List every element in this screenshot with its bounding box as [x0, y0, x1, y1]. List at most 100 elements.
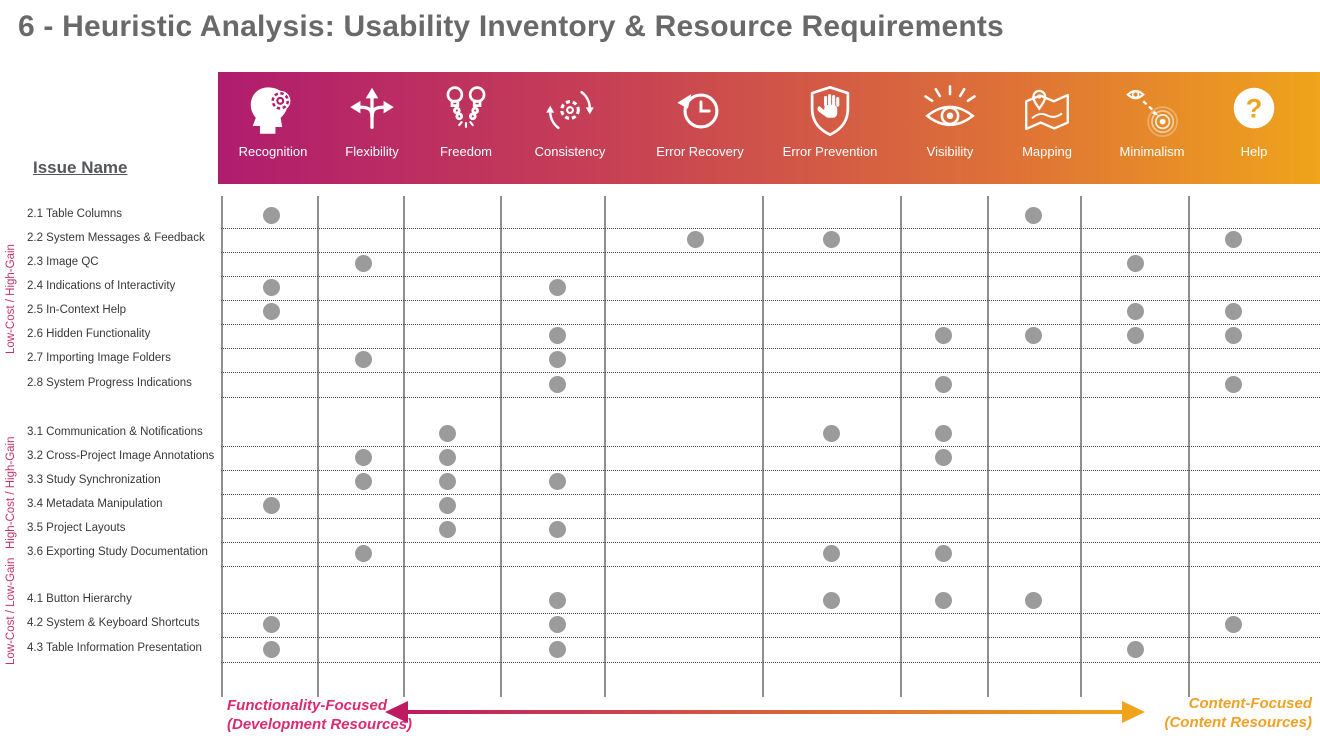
minimalism-icon: [1092, 80, 1212, 142]
matrix-dot: [1024, 206, 1042, 224]
recognition-icon: [213, 80, 333, 142]
matrix-dot: [1126, 302, 1144, 320]
matrix-dot: [934, 375, 952, 393]
column-header-error-recovery: Error Recovery: [640, 80, 760, 159]
matrix-dot: [548, 591, 566, 609]
matrix-dot: [1126, 254, 1144, 272]
matrix-dot: [934, 544, 952, 562]
matrix-dot: [548, 640, 566, 658]
row-dotted-line: [221, 566, 1320, 567]
visibility-icon: [890, 80, 1010, 142]
mapping-icon: [987, 80, 1107, 142]
row-label: 3.1 Communication & Notifications: [27, 426, 203, 438]
matrix-dot: [1224, 326, 1242, 344]
group-label-low-cost-low-gain: Low-Cost / Low-Gain: [5, 557, 17, 665]
matrix-dot: [686, 230, 704, 248]
error-recovery-icon: [640, 80, 760, 142]
column-header-mapping: Mapping: [987, 80, 1107, 159]
row-dotted-line: [221, 372, 1320, 373]
functionality-focused-line2: (Development Resources): [227, 715, 413, 733]
column-label: Error Recovery: [656, 144, 744, 159]
row-label: 2.6 Hidden Functionality: [27, 328, 151, 340]
row-label: 4.2 System & Keyboard Shortcuts: [27, 617, 200, 629]
slide-title: 6 - Heuristic Analysis: Usability Invent…: [18, 10, 1004, 43]
row-label: 3.5 Project Layouts: [27, 522, 126, 534]
freedom-icon: [406, 80, 526, 142]
matrix-dot: [1224, 615, 1242, 633]
row-dotted-line: [221, 276, 1320, 277]
matrix-dot: [438, 472, 456, 490]
content-focused-caption: Content-Focused (Content Resources): [1078, 695, 1312, 732]
column-header-consistency: Consistency: [510, 80, 630, 159]
row-dotted-line: [221, 300, 1320, 301]
column-label: Consistency: [534, 144, 606, 159]
column-label: Mapping: [1022, 144, 1072, 159]
row-dotted-line: [221, 542, 1320, 543]
matrix-dot: [354, 544, 372, 562]
content-focused-line2: (Content Resources): [1164, 713, 1312, 731]
row-dotted-line: [221, 446, 1320, 447]
matrix-dot: [262, 640, 280, 658]
matrix-dot: [262, 278, 280, 296]
row-label: 3.2 Cross-Project Image Annotations: [27, 450, 215, 462]
group-label-low-cost-high-gain: Low-Cost / High-Gain: [5, 244, 17, 355]
column-label: Recognition: [238, 144, 308, 159]
matrix-dot: [1126, 640, 1144, 658]
column-header-visibility: Visibility: [890, 80, 1010, 159]
row-label: 2.1 Table Columns: [27, 208, 123, 220]
row-label: 3.6 Exporting Study Documentation: [27, 546, 208, 558]
matrix-dot: [1024, 326, 1042, 344]
row-dotted-line: [221, 518, 1320, 519]
row-label: 4.1 Button Hierarchy: [27, 593, 132, 605]
row-dotted-line: [221, 494, 1320, 495]
matrix-dot: [548, 520, 566, 538]
column-label: Minimalism: [1119, 144, 1185, 159]
row-label: 2.8 System Progress Indications: [27, 377, 192, 389]
matrix-dot: [1224, 302, 1242, 320]
matrix-dot: [548, 278, 566, 296]
matrix-dot: [354, 448, 372, 466]
row-dotted-line: [221, 348, 1320, 349]
matrix-dot: [1224, 230, 1242, 248]
matrix-dot: [934, 448, 952, 466]
arrow-right-head-icon: [1122, 701, 1145, 723]
row-dotted-line: [221, 613, 1320, 614]
error-prevention-icon: [770, 80, 890, 142]
column-label: Freedom: [439, 144, 493, 159]
matrix-dot: [934, 424, 952, 442]
column-header-minimalism: Minimalism: [1092, 80, 1212, 159]
row-label: 3.3 Study Synchronization: [27, 474, 161, 486]
row-label: 3.4 Metadata Manipulation: [27, 498, 163, 510]
row-dotted-line: [221, 637, 1320, 638]
column-label: Flexibility: [345, 144, 399, 159]
matrix-dot: [438, 448, 456, 466]
row-label: 2.7 Importing Image Folders: [27, 352, 171, 364]
column-header-freedom: Freedom: [406, 80, 526, 159]
functionality-focused-line1: Functionality-Focused: [227, 697, 388, 714]
matrix-dot: [262, 302, 280, 320]
row-dotted-line: [221, 470, 1320, 471]
svg-text:?: ?: [1246, 93, 1263, 123]
matrix-dot: [548, 350, 566, 368]
matrix-dot: [548, 472, 566, 490]
column-label: Help: [1240, 144, 1268, 159]
column-header-recognition: Recognition: [213, 80, 333, 159]
matrix-dot: [822, 230, 840, 248]
matrix-dot: [354, 472, 372, 490]
resource-spectrum-arrow: [406, 710, 1124, 714]
matrix-dot: [438, 424, 456, 442]
column-label: Visibility: [926, 144, 974, 159]
matrix-dot: [438, 520, 456, 538]
help-icon: ?: [1194, 80, 1314, 142]
matrix-dot: [262, 496, 280, 514]
matrix-dot: [438, 496, 456, 514]
column-header-flexibility: Flexibility: [312, 80, 432, 159]
issue-name-header: Issue Name: [33, 158, 128, 177]
row-label: 4.3 Table Information Presentation: [27, 642, 202, 654]
content-focused-line1: Content-Focused: [1188, 695, 1312, 712]
matrix-dot: [354, 350, 372, 368]
matrix-dot: [354, 254, 372, 272]
row-label: 2.3 Image QC: [27, 256, 99, 268]
flexibility-icon: [312, 80, 432, 142]
row-dotted-line: [221, 228, 1320, 229]
